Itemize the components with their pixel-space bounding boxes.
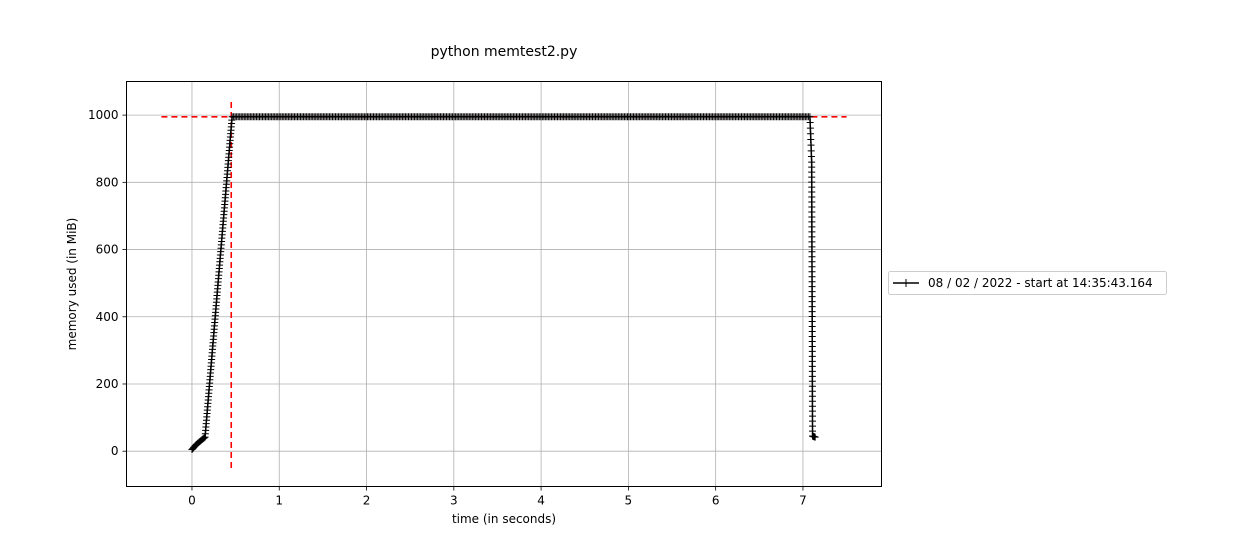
chart-title: python memtest2.py [431,44,578,60]
x-tick-label: 5 [625,494,633,508]
data-point [199,435,207,443]
x-tick-label: 6 [712,494,720,508]
data-point [200,434,208,442]
y-tick-label: 800 [96,175,119,189]
legend-entry: 08 / 02 / 2022 - start at 14:35:43.164 [928,276,1153,290]
series-line [191,116,816,451]
data-point [811,433,819,441]
x-axis-label: time (in seconds) [452,512,556,526]
plot-frame [126,81,882,487]
grid [126,81,882,487]
x-tick-label: 3 [450,494,458,508]
y-tick-label: 1000 [88,108,119,122]
x-tick-label: 1 [275,494,283,508]
x-tick-label: 7 [799,494,807,508]
y-tick-label: 400 [96,310,119,324]
y-tick-label: 600 [96,243,119,257]
x-tick-label: 0 [188,494,196,508]
x-tick-label: 4 [537,494,545,508]
legend: 08 / 02 / 2022 - start at 14:35:43.164 [888,271,1167,295]
y-axis-label: memory used (in MiB) [65,218,79,351]
data-series [188,113,819,454]
reference-lines [161,99,847,469]
axis-ticks: 0 1 2 3 4 5 6 7 0 200 400 600 800 1000 [88,108,807,507]
legend-box [888,271,1167,295]
x-tick-label: 2 [363,494,371,508]
y-tick-label: 0 [111,444,119,458]
y-tick-label: 200 [96,377,119,391]
